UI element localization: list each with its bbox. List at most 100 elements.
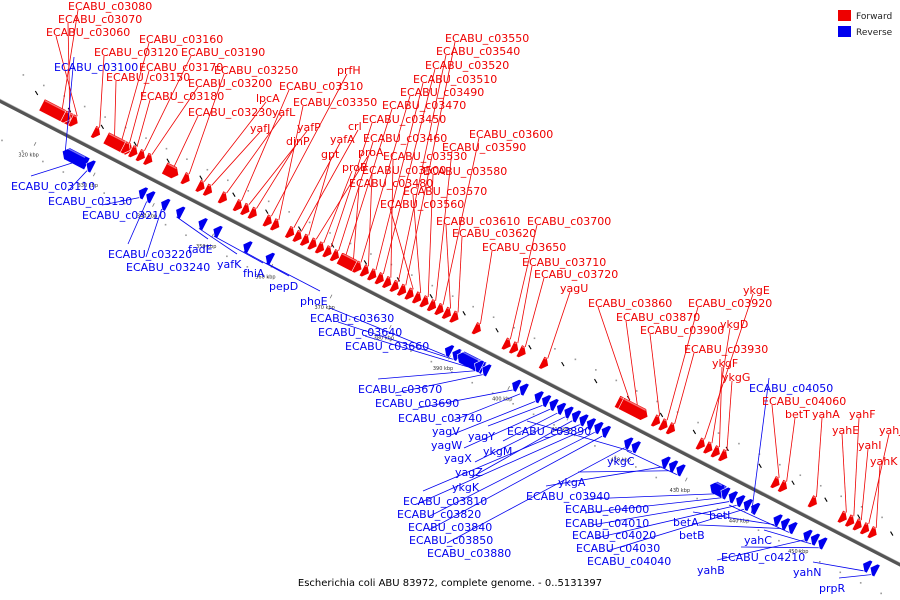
gene-arrow[interactable] <box>396 282 410 298</box>
gene-arrow[interactable] <box>306 236 320 252</box>
gene-label[interactable]: prfH <box>337 64 361 77</box>
gene-label[interactable]: proB <box>342 161 368 174</box>
gene-label[interactable]: ECABU_c04000 <box>565 503 649 516</box>
gene-label[interactable]: ECABU_c03200 <box>188 77 272 90</box>
gene-label[interactable]: yahJ <box>879 424 900 437</box>
gene-label[interactable]: ECABU_c03650 <box>482 241 566 254</box>
gene-label[interactable]: ECABU_c03210 <box>82 209 166 222</box>
gene-label[interactable]: ECABU_c04050 <box>749 382 833 395</box>
gene-arrow[interactable] <box>867 562 881 578</box>
gene-arrow[interactable] <box>119 140 133 156</box>
gene-label[interactable]: ECABU_c03590 <box>442 141 526 154</box>
gene-label[interactable]: ECABU_c03710 <box>522 256 606 269</box>
gene-arrow[interactable] <box>748 500 762 516</box>
gene-label[interactable]: pepD <box>269 280 298 293</box>
gene-label[interactable]: betI <box>709 509 730 522</box>
gene-label[interactable]: yahC <box>744 534 772 547</box>
gene-arrow[interactable] <box>418 294 432 310</box>
gene-label[interactable]: ECABU_c03580 <box>423 165 507 178</box>
gene-label[interactable]: ECABU_c03890 <box>507 425 591 438</box>
gene-label[interactable]: ECABU_c03450 <box>362 113 446 126</box>
gene-arrow[interactable] <box>216 190 230 206</box>
gene-label[interactable]: ECABU_c03600 <box>469 128 553 141</box>
gene-label[interactable]: ECABU_c03900 <box>640 324 724 337</box>
gene-arrow[interactable] <box>433 302 447 317</box>
gene-arrow[interactable] <box>531 389 545 405</box>
gene-arrow[interactable] <box>470 321 484 337</box>
gene-arrow[interactable] <box>860 558 874 574</box>
gene-label[interactable]: ECABU_c03080 <box>68 0 152 13</box>
gene-label[interactable]: ECABU_c04040 <box>587 555 671 568</box>
gene-arrow[interactable] <box>59 145 91 171</box>
gene-arrow[interactable] <box>239 202 253 217</box>
gene-arrow[interactable] <box>509 377 523 393</box>
gene-label[interactable]: betB <box>679 529 705 542</box>
gene-arrow[interactable] <box>591 419 605 435</box>
gene-label[interactable]: yafJ <box>250 122 270 135</box>
gene-label[interactable]: yahE <box>832 424 859 437</box>
gene-label[interactable]: ECABU_c03560 <box>380 198 464 211</box>
gene-arrow[interactable] <box>240 239 254 255</box>
gene-arrow[interactable] <box>161 161 181 181</box>
gene-arrow[interactable] <box>284 225 298 240</box>
gene-arrow[interactable] <box>143 189 157 205</box>
gene-label[interactable]: ECABU_c03930 <box>684 343 768 356</box>
gene-label[interactable]: phoE <box>300 295 328 308</box>
gene-label[interactable]: ECABU_c03170 <box>139 61 223 74</box>
gene-label[interactable]: fhiA <box>243 267 265 280</box>
gene-label[interactable]: ECABU_c03110 <box>11 180 95 193</box>
gene-label[interactable]: ykgK <box>452 481 480 494</box>
gene-arrow[interactable] <box>694 436 708 452</box>
gene-label[interactable]: ECABU_c03490 <box>400 86 484 99</box>
gene-arrow[interactable] <box>471 358 485 374</box>
gene-label[interactable]: ykgF <box>712 357 738 370</box>
gene-label[interactable]: yahA <box>812 408 840 421</box>
gene-arrow[interactable] <box>554 400 568 416</box>
gene-label[interactable]: ECABU_c03850 <box>409 534 493 547</box>
gene-arrow[interactable] <box>373 271 387 287</box>
gene-label[interactable]: ECABU_c03220 <box>108 248 192 261</box>
gene-label[interactable]: ECABU_c03130 <box>48 195 132 208</box>
gene-arrow[interactable] <box>142 151 156 167</box>
gene-arrow[interactable] <box>201 182 215 198</box>
gene-arrow[interactable] <box>231 198 245 214</box>
gene-arrow[interactable] <box>516 381 530 397</box>
gene-arrow[interactable] <box>508 340 522 356</box>
gene-label[interactable]: ECABU_c03720 <box>534 268 618 281</box>
gene-arrow[interactable] <box>479 362 493 378</box>
gene-label[interactable]: proA <box>358 146 384 159</box>
gene-label[interactable]: ECABU_c03060 <box>46 26 130 39</box>
gene-arrow[interactable] <box>299 232 312 248</box>
gene-label[interactable]: ECABU_c03520 <box>425 59 509 72</box>
gene-label[interactable]: yahK <box>870 455 898 468</box>
gene-arrow[interactable] <box>539 392 553 409</box>
gene-arrow[interactable] <box>158 196 172 212</box>
gene-label[interactable]: ECABU_c03630 <box>310 312 394 325</box>
gene-arrow[interactable] <box>598 423 612 439</box>
gene-arrow[interactable] <box>537 355 551 371</box>
gene-arrow[interactable] <box>733 492 747 509</box>
gene-label[interactable]: ECABU_c03500 <box>362 164 446 177</box>
gene-label[interactable]: ECABU_c04030 <box>576 542 660 555</box>
gene-label[interactable]: ykgE <box>743 284 770 297</box>
gene-label[interactable]: ECABU_c03880 <box>427 547 511 560</box>
gene-label[interactable]: yahN <box>793 566 821 579</box>
gene-arrow[interactable] <box>67 113 81 129</box>
gene-label[interactable]: ECABU_c03620 <box>452 227 536 240</box>
gene-label[interactable]: yagV <box>432 425 460 438</box>
gene-label[interactable]: yahB <box>697 564 725 577</box>
gene-label[interactable]: ECABU_c03540 <box>436 45 520 58</box>
gene-arrow[interactable] <box>673 462 687 478</box>
gene-arrow[interactable] <box>546 396 560 412</box>
gene-label[interactable]: ykgG <box>722 371 750 384</box>
gene-arrow[interactable] <box>194 178 208 194</box>
gene-arrow[interactable] <box>740 496 754 512</box>
gene-arrow[interactable] <box>366 267 380 283</box>
gene-arrow[interactable] <box>500 336 514 352</box>
gene-label[interactable]: ECABU_c03550 <box>445 32 529 45</box>
gene-arrow[interactable] <box>89 125 103 140</box>
gene-arrow[interactable] <box>262 250 276 266</box>
gene-label[interactable]: yagW <box>431 439 462 452</box>
gene-label[interactable]: ykgM <box>483 445 512 458</box>
